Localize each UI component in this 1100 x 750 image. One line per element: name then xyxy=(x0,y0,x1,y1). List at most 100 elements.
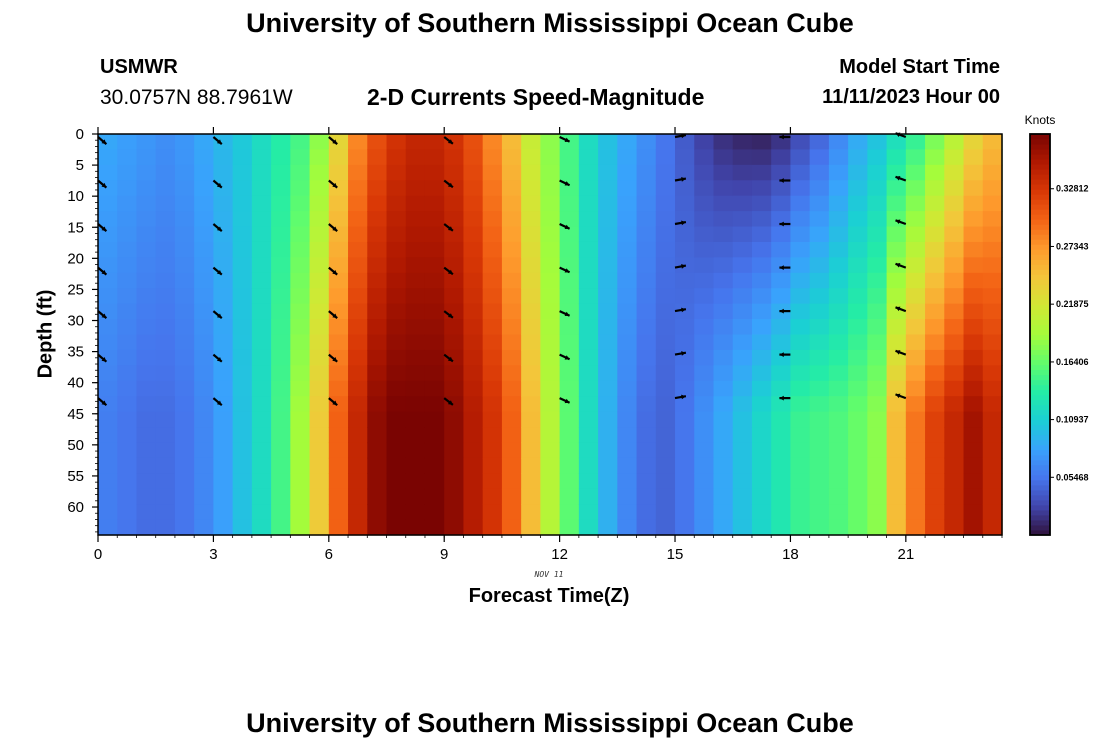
heatmap-cell xyxy=(944,380,965,397)
heatmap-cell xyxy=(271,365,291,382)
heatmap-cell xyxy=(751,272,772,289)
heatmap-cell xyxy=(521,427,541,444)
heatmap-cell xyxy=(117,195,138,212)
heatmap-cell xyxy=(386,241,407,258)
heatmap-cell xyxy=(713,365,734,382)
colorbar-segment xyxy=(1030,224,1050,230)
heatmap-cell xyxy=(617,211,638,228)
heatmap-cell xyxy=(694,504,715,521)
heatmap-cell xyxy=(655,149,676,166)
heatmap-cell xyxy=(482,241,503,258)
heatmap-cell xyxy=(751,288,772,305)
heatmap-cell xyxy=(136,134,157,151)
heatmap-cell xyxy=(482,149,503,166)
heatmap-cell xyxy=(578,319,599,336)
heatmap-cell xyxy=(790,272,811,289)
heatmap-cell xyxy=(386,164,407,181)
heatmap-cell xyxy=(444,211,465,228)
heatmap-cell xyxy=(675,211,695,228)
heatmap-cell xyxy=(732,365,753,382)
heatmap-cell xyxy=(713,334,734,351)
heatmap-cell xyxy=(809,319,830,336)
heatmap-cell xyxy=(290,164,311,181)
heatmap-cell xyxy=(155,257,176,274)
heatmap-cell xyxy=(444,134,465,151)
heatmap-cell xyxy=(424,319,445,336)
heatmap-cell xyxy=(98,349,118,366)
heatmap-cell xyxy=(867,195,888,212)
heatmap-cell xyxy=(501,427,522,444)
heatmap-cell xyxy=(694,442,715,459)
heatmap-cell xyxy=(675,380,695,397)
heatmap-cell xyxy=(444,349,465,366)
heatmap-cell xyxy=(905,349,926,366)
heatmap-cell xyxy=(501,303,522,320)
heatmap-cell xyxy=(232,411,253,428)
heatmap-cell xyxy=(809,365,830,382)
heatmap-cell xyxy=(578,473,599,490)
heatmap-cell xyxy=(713,211,734,228)
heatmap-cell xyxy=(636,349,657,366)
heatmap-cell xyxy=(290,457,311,474)
heatmap-cell xyxy=(982,504,1003,521)
heatmap-cell xyxy=(290,473,311,490)
heatmap-cell xyxy=(963,180,984,197)
heatmap-cell xyxy=(828,149,849,166)
heatmap-cell xyxy=(790,211,811,228)
colorbar-segment xyxy=(1030,394,1050,401)
heatmap-cell xyxy=(348,504,368,521)
heatmap-cell xyxy=(675,226,695,243)
colorbar-segment xyxy=(1030,484,1050,491)
heatmap-cell xyxy=(482,272,503,289)
current-arrow xyxy=(895,175,907,182)
heatmap-cell xyxy=(636,442,657,459)
heatmap-cell xyxy=(809,211,830,228)
heatmap-cell xyxy=(982,396,1003,413)
heatmap-cell xyxy=(713,180,734,197)
heatmap-cell xyxy=(155,149,176,166)
heatmap-cell xyxy=(98,164,118,181)
heatmap-cell xyxy=(886,272,907,289)
heatmap-cell xyxy=(655,257,676,274)
heatmap-cell xyxy=(732,149,753,166)
colorbar-segment xyxy=(1030,384,1050,391)
heatmap-cell xyxy=(713,241,734,258)
heatmap-cell xyxy=(848,149,868,166)
heatmap-cell xyxy=(367,211,388,228)
heatmap-cell xyxy=(367,180,388,197)
heatmap-cell xyxy=(848,241,868,258)
heatmap-cell xyxy=(617,519,638,536)
heatmap-cell xyxy=(213,411,234,428)
heatmap-cell xyxy=(751,211,772,228)
heatmap-cell xyxy=(174,411,195,428)
heatmap-cell xyxy=(367,504,388,521)
heatmap-cell xyxy=(463,288,484,305)
heatmap-cell xyxy=(790,504,811,521)
heatmap-cell xyxy=(848,504,868,521)
heatmap-cell xyxy=(521,519,541,536)
heatmap-cell xyxy=(271,380,291,397)
heatmap-cell xyxy=(232,396,253,413)
heatmap-cell xyxy=(540,149,561,166)
heatmap-cell xyxy=(98,519,118,536)
heatmap-cell xyxy=(309,411,330,428)
heatmap-cell xyxy=(655,319,676,336)
heatmap-cell xyxy=(886,504,907,521)
heatmap-cell xyxy=(463,149,484,166)
heatmap-cell xyxy=(213,149,234,166)
heatmap-cell xyxy=(713,519,734,536)
heatmap-cell xyxy=(540,195,561,212)
current-arrow xyxy=(895,219,907,226)
y-tick-label: 15 xyxy=(67,219,84,236)
heatmap-cell xyxy=(232,149,253,166)
heatmap-cell xyxy=(482,303,503,320)
colorbar-tick-label: 0.21875 xyxy=(1056,299,1089,309)
heatmap-cell xyxy=(117,180,138,197)
current-arrow xyxy=(443,179,454,189)
current-arrow xyxy=(328,223,338,232)
heatmap-cell xyxy=(771,272,792,289)
heatmap-cell xyxy=(867,211,888,228)
colorbar-segment xyxy=(1030,494,1050,501)
heatmap-cell xyxy=(155,365,176,382)
heatmap-cell xyxy=(963,211,984,228)
